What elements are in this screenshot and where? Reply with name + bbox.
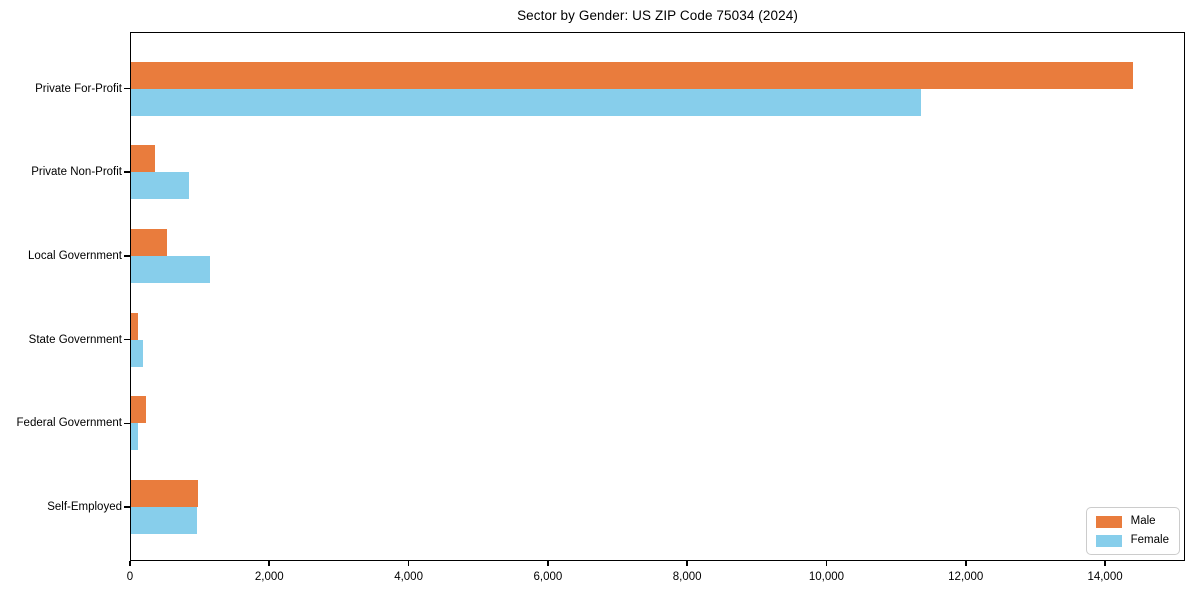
y-tick-label-private-non-profit: Private Non-Profit (31, 166, 122, 179)
legend-item-female: Female (1095, 534, 1169, 547)
bar-male-private-non-profit (130, 145, 156, 173)
x-tick-label-4000: 4,000 (394, 571, 423, 583)
x-tick-8000 (686, 561, 688, 566)
x-tick-label-14000: 14,000 (1087, 571, 1123, 583)
x-tick-2000 (268, 561, 271, 566)
bar-male-federal-government (130, 396, 146, 424)
bar-male-self-employed (130, 480, 198, 507)
y-tick-self-employed (124, 506, 130, 508)
x-tick-label-6000: 6,000 (533, 571, 563, 583)
bar-male-private-for-profit (130, 61, 1133, 89)
y-tick-label-federal-government: Federal Government (16, 417, 122, 430)
x-tick-label-10000: 10,000 (808, 571, 845, 583)
x-tick-14000 (1104, 561, 1106, 566)
x-tick-label-2000: 2,000 (254, 571, 284, 583)
bar-female-federal-government (130, 423, 138, 451)
y-tick-federal-government (124, 422, 130, 425)
x-tick-10000 (825, 561, 828, 566)
bar-female-local-government (130, 255, 211, 283)
y-tick-private-for-profit (124, 87, 130, 90)
x-tick-label-0: 0 (126, 571, 134, 583)
bar-male-local-government (130, 228, 167, 256)
legend-item-male: Male (1095, 515, 1169, 528)
x-tick-12000 (964, 561, 967, 566)
chart-title: Sector by Gender: US ZIP Code 75034 (202… (517, 8, 798, 23)
bar-female-private-for-profit (130, 88, 921, 116)
legend: Male Female (1085, 507, 1180, 555)
x-tick-label-12000: 12,000 (948, 571, 984, 583)
legend-label-male: Male (1130, 515, 1156, 527)
y-tick-private-non-profit (124, 171, 130, 173)
bar-female-state-government (130, 339, 143, 367)
legend-label-female: Female (1130, 534, 1169, 546)
bar-female-private-non-profit (130, 172, 190, 200)
y-tick-label-local-government: Local Government (28, 249, 122, 262)
x-tick-4000 (407, 561, 410, 566)
y-tick-label-state-government: State Government (28, 333, 122, 346)
bar-female-self-employed (130, 507, 198, 534)
y-tick-label-private-for-profit: Private For-Profit (35, 82, 122, 95)
plot-area: Private For-Profit Private Non-Profit Loca… (17, 32, 1185, 583)
x-tick-0 (129, 561, 131, 566)
y-tick-label-self-employed: Self-Employed (47, 501, 122, 513)
x-tick-6000 (547, 561, 549, 566)
bar-male-state-government (130, 312, 138, 340)
y-tick-state-government (124, 338, 130, 341)
y-tick-local-government (124, 255, 130, 257)
legend-swatch-male (1095, 515, 1122, 528)
legend-swatch-female (1095, 534, 1122, 547)
x-tick-label-8000: 8,000 (672, 571, 702, 583)
